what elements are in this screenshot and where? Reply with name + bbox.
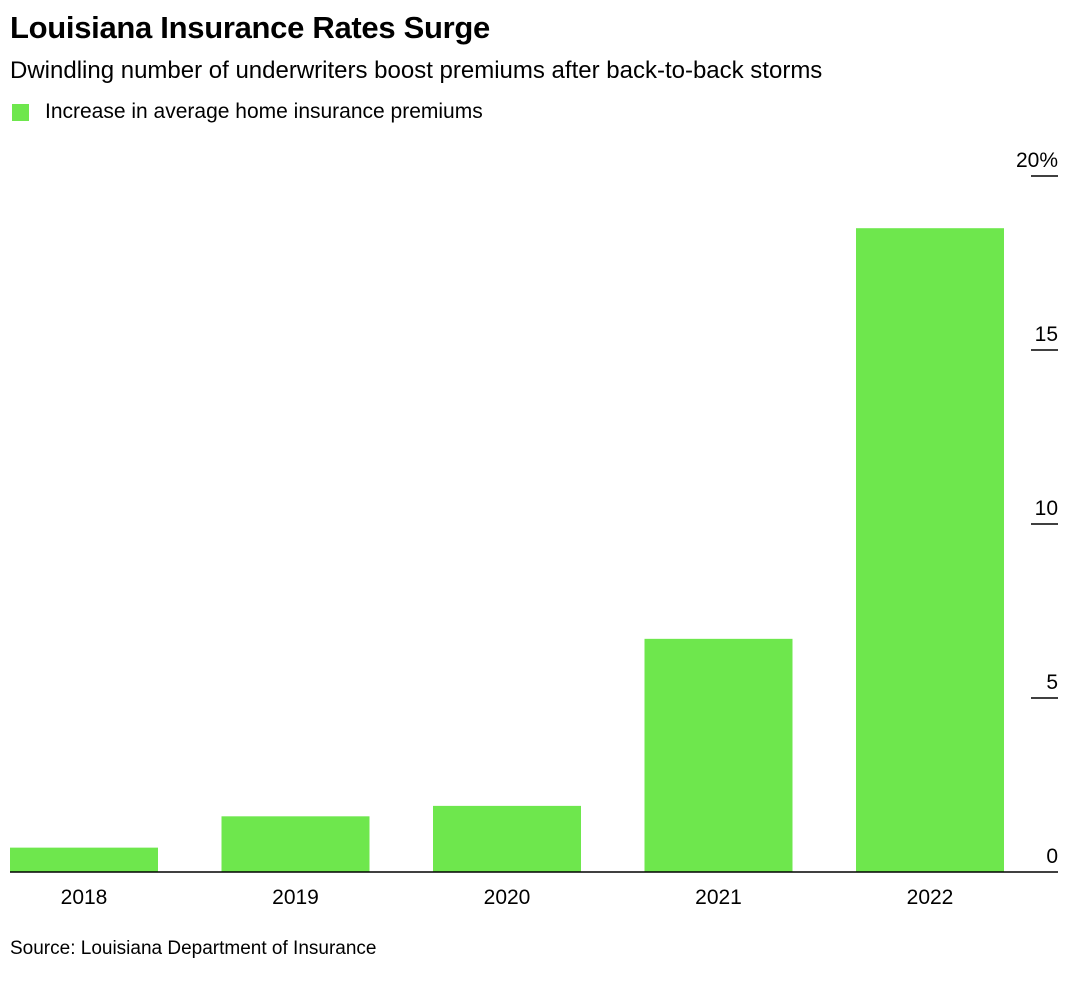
x-tick-label-2019: 2019 (272, 886, 319, 909)
y-tick-label-5: 5 (1046, 671, 1058, 694)
bar-2021 (644, 638, 793, 872)
chart-subtitle: Dwindling number of underwriters boost p… (10, 57, 823, 84)
y-tick-label-0: 0 (1046, 845, 1058, 868)
y-tick-label-10: 10 (1035, 497, 1058, 520)
bar-2019 (221, 816, 370, 872)
y-tick-label-15: 15 (1035, 323, 1058, 346)
bar-2022 (856, 228, 1004, 872)
x-tick-label-2020: 2020 (484, 886, 531, 909)
legend-swatch (12, 103, 29, 121)
chart-title: Louisiana Insurance Rates Surge (10, 10, 490, 45)
x-tick-label-2022: 2022 (907, 886, 954, 909)
x-tick-label-2021: 2021 (695, 886, 742, 909)
legend-label: Increase in average home insurance premi… (45, 100, 483, 123)
y-tick-label-20: 20% (1016, 149, 1058, 172)
bar-2018 (10, 847, 158, 872)
chart-source: Source: Louisiana Department of Insuranc… (10, 938, 377, 959)
bar-2020 (433, 805, 581, 872)
chart-legend: Increase in average home insurance premi… (12, 100, 483, 124)
x-tick-label-2018: 2018 (61, 886, 108, 909)
